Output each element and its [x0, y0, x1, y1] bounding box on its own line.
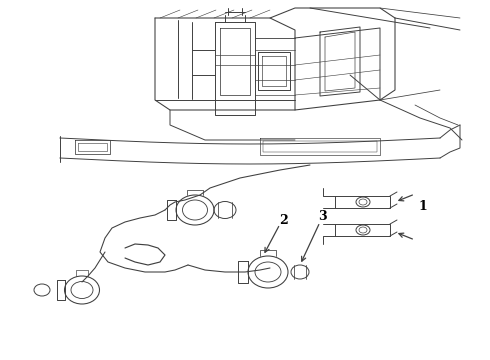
Text: 3: 3 — [318, 210, 326, 222]
Text: 1: 1 — [418, 201, 427, 213]
Text: 2: 2 — [279, 213, 287, 226]
